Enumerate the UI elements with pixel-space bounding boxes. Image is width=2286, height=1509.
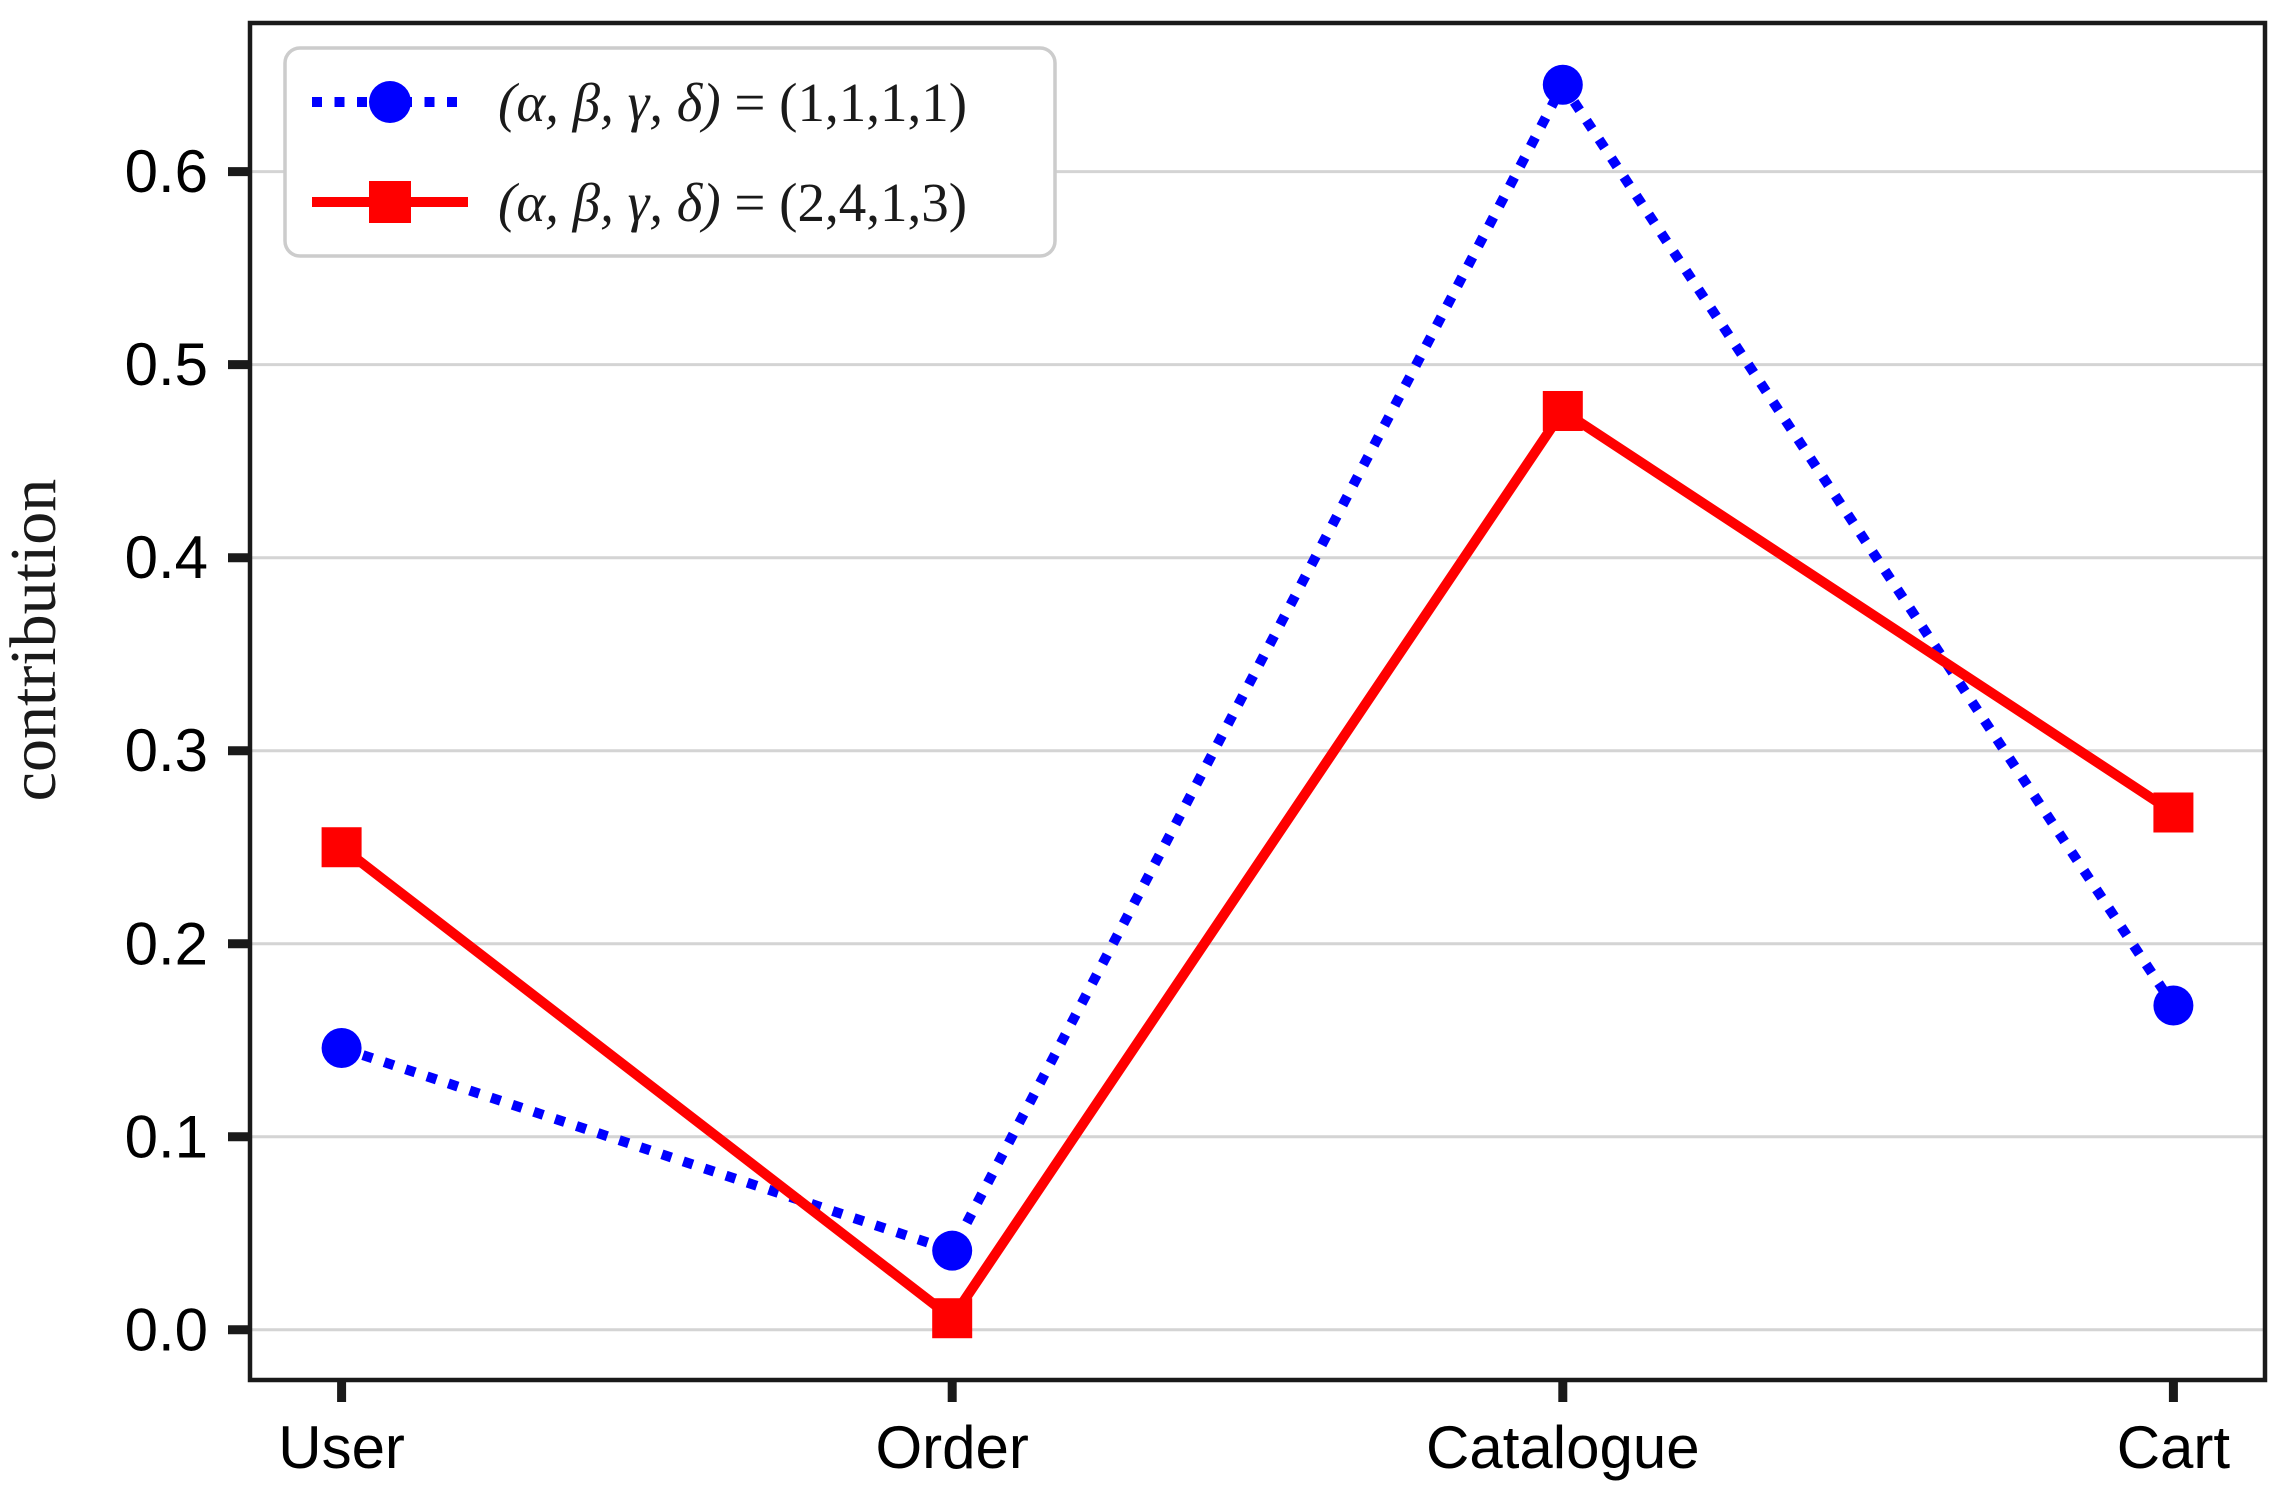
legend-label: (α, β, γ, δ) = (2,4,1,3) [498,172,967,233]
y-tick-label: 0.1 [125,1103,208,1170]
series-layer [321,64,2194,1339]
y-tick-label: 0.0 [125,1296,208,1363]
legend: (α, β, γ, δ) = (1,1,1,1) (α, β, γ, δ) = (… [283,46,1057,258]
data-point-marker [2153,985,2194,1026]
legend-box [283,46,1057,258]
series-line-1 [338,404,2177,1326]
x-tick-label: User [278,1414,405,1481]
data-point-marker [2153,792,2194,833]
y-tick-label: 0.4 [125,524,208,591]
y-axis-label: contribution [0,479,70,802]
legend-label: (α, β, γ, δ) = (1,1,1,1) [498,72,967,133]
plot-border [247,20,2268,1383]
y-tick-label: 0.5 [125,331,208,398]
y-tick-label: 0.6 [125,138,208,205]
x-tick-label: Catalogue [1426,1414,1700,1481]
axes-layer: 0.0 0.1 0.2 0.3 0.4 0.5 0.6 User Order Catalogue C… [125,20,2268,1481]
data-point-marker [321,827,362,868]
grid-layer [250,170,2265,1332]
data-point-marker [1542,64,1583,105]
x-tick-label: Order [876,1414,1029,1481]
data-point-marker [321,1027,362,1068]
y-tick-label: 0.2 [125,910,208,977]
data-point-marker [932,1230,973,1271]
x-tick-label: Cart [2117,1414,2231,1481]
data-point-marker [1542,390,1583,431]
y-tick-label: 0.3 [125,717,208,784]
data-point-marker [932,1298,973,1339]
series-line-0 [340,74,2178,1257]
legend-sample-marker [369,81,411,123]
legend-sample-marker [369,181,411,223]
